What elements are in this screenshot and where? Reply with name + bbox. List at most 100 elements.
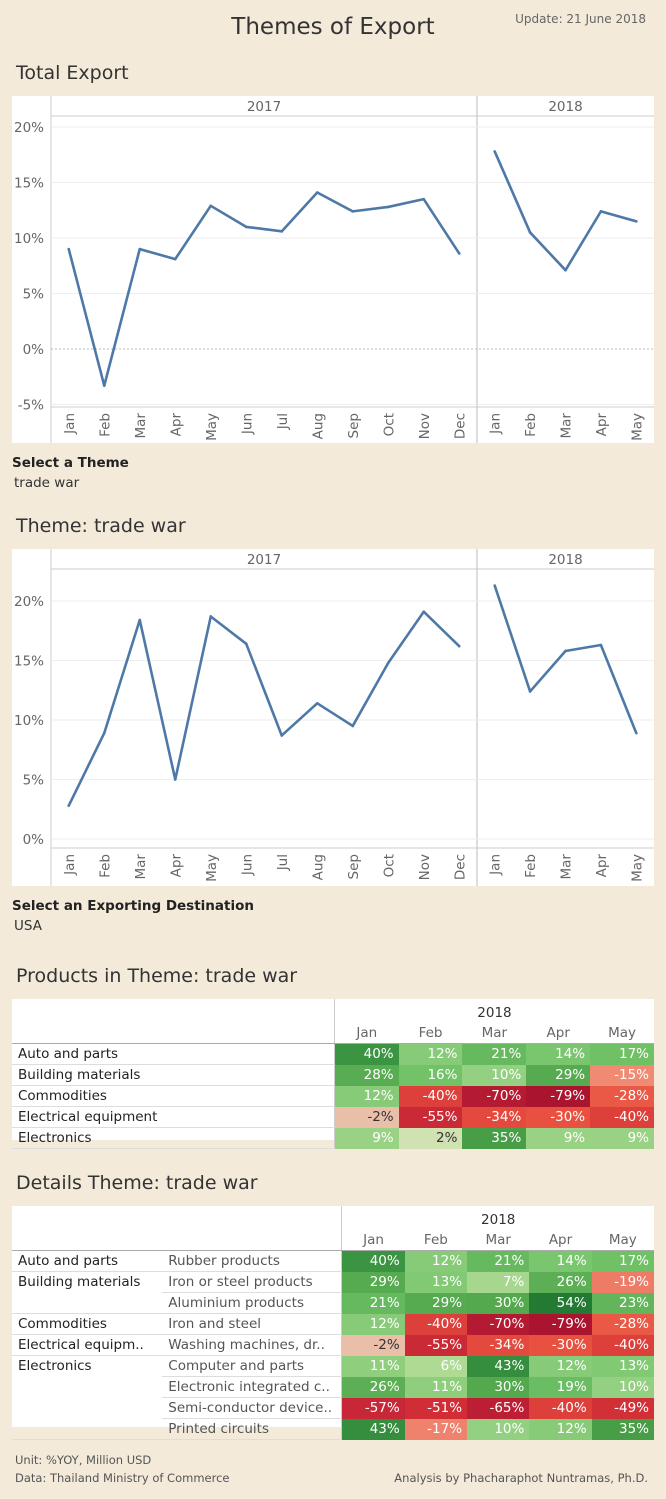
heat-cell: -40% (404, 1313, 468, 1335)
row-category: Electrical equipment (12, 1106, 335, 1128)
data-point (173, 257, 177, 261)
heat-cell: -70% (462, 1085, 527, 1107)
data-point (422, 197, 426, 201)
table-row: Auto and parts 40% 12% 21% 14% 17% (12, 1043, 654, 1065)
heat-cell: 11% (341, 1355, 405, 1377)
heat-cell: 10% (462, 1064, 527, 1086)
data-point (635, 731, 638, 735)
products-heatmap: 2018 Jan Feb Mar Apr May Auto and parts 40% 12% 2… (12, 999, 654, 1149)
data-point (138, 247, 142, 251)
heat-cell: -40% (591, 1334, 654, 1356)
heat-cell: -30% (526, 1106, 591, 1128)
x-tick-label: May (204, 854, 220, 882)
heat-cell: -30% (529, 1334, 592, 1356)
data-point (102, 384, 106, 387)
total-export-heading: Total Export (16, 62, 129, 84)
table-row: Auto and parts Rubber products 40% 12% 21% 14… (12, 1250, 654, 1272)
heat-cell: 40% (334, 1043, 399, 1065)
theme-select-value[interactable]: trade war (14, 475, 80, 491)
heat-cell: 10% (467, 1418, 530, 1440)
y-tick-label: 5% (23, 287, 45, 303)
heat-cell: -28% (590, 1085, 654, 1107)
destination-select-value[interactable]: USA (14, 918, 42, 934)
total-export-chart: 20% 15% 10% 5% 0% -5% 2017 Jan Feb Mar Apr May Jun Ju… (12, 96, 654, 443)
month-blank (12, 1023, 335, 1044)
data-point (102, 731, 106, 735)
heat-cell: -55% (398, 1106, 463, 1128)
heat-cell: 16% (398, 1064, 463, 1086)
x-tick-label: Oct (381, 413, 397, 436)
data-point (564, 268, 567, 272)
data-point (635, 220, 638, 223)
unit-note: Unit: %YOY, Million USD (15, 1453, 152, 1467)
month-row: Jan Feb Mar Apr May (12, 1023, 654, 1044)
data-point (209, 615, 213, 618)
heat-cell: -65% (467, 1397, 530, 1419)
table-row: Electronic integrated c.. 26% 11% 30% 19% 10% (12, 1376, 654, 1398)
heat-cell: 12% (529, 1355, 592, 1377)
x-tick-label: Feb (523, 413, 539, 437)
data-point (280, 734, 284, 737)
row-product: Rubber products (162, 1250, 343, 1272)
table-row: Electrical equipm.. Washing machines, dr.… (12, 1334, 654, 1356)
row-product: Electronic integrated c.. (162, 1376, 343, 1398)
y-tick-label: 15% (14, 654, 44, 670)
x-tick-label: Mar (559, 854, 575, 880)
row-category (12, 1398, 162, 1419)
heat-cell: 10% (591, 1376, 654, 1398)
y-tick-label: 15% (14, 176, 44, 192)
heat-cell: -57% (341, 1397, 405, 1419)
x-tick-label: Jul (275, 413, 291, 430)
data-point (315, 191, 319, 194)
x-tick-label: Dec (452, 854, 468, 880)
x-tick-label: Aug (310, 413, 326, 439)
heat-cell: 43% (341, 1418, 405, 1440)
x-tick-label: Nov (417, 854, 433, 880)
heat-cell: 29% (526, 1064, 591, 1086)
heat-cell: 9% (334, 1127, 399, 1149)
data-point (67, 804, 71, 807)
theme-chart-heading: Theme: trade war (16, 515, 186, 537)
x-tick-label: May (629, 413, 645, 441)
heat-cell: 14% (529, 1250, 592, 1272)
heat-cell: 12% (404, 1250, 468, 1272)
heat-cell: 2% (398, 1127, 463, 1149)
table-row: Building materials Iron or steel products… (12, 1271, 654, 1293)
month-header: Apr (529, 1230, 592, 1251)
month-row: Jan Feb Mar Apr May (12, 1230, 654, 1251)
heat-cell: 12% (529, 1418, 592, 1440)
heat-cell: 26% (341, 1376, 405, 1398)
row-product: Printed circuits (162, 1418, 343, 1440)
heat-cell: 35% (591, 1418, 654, 1440)
year-header: 2018 (548, 99, 582, 115)
series-line-2017 (67, 610, 461, 807)
data-point (422, 610, 426, 614)
row-product: Iron or steel products (162, 1271, 343, 1293)
heat-cell: -40% (590, 1106, 654, 1128)
row-product: Computer and parts (162, 1355, 343, 1377)
row-category: Building materials (12, 1064, 335, 1086)
x-tick-label: Sep (346, 854, 362, 879)
heat-cell: 29% (404, 1292, 468, 1314)
heat-cell: 28% (334, 1064, 399, 1086)
month-header: May (590, 1023, 654, 1044)
heat-cell: 14% (526, 1043, 591, 1065)
data-point (599, 643, 603, 647)
x-tick-label: Aug (310, 854, 326, 880)
products-heading: Products in Theme: trade war (16, 965, 298, 987)
table-row: Aluminium products 21% 29% 30% 54% 23% (12, 1292, 654, 1314)
heat-cell: 23% (591, 1292, 654, 1314)
heat-cell: -40% (529, 1397, 592, 1419)
heat-cell: 43% (467, 1355, 530, 1377)
header-blank (12, 999, 335, 1023)
details-table-panel: 2018 Jan Feb Mar Apr May Auto and parts Rubber … (12, 1206, 654, 1440)
data-point (351, 724, 355, 728)
data-point (209, 204, 213, 208)
x-tick-label: May (629, 854, 645, 882)
heat-cell: 9% (590, 1127, 654, 1149)
y-tick-label: 10% (14, 231, 44, 247)
row-category: Commodities (12, 1085, 335, 1107)
heat-cell: 13% (591, 1355, 654, 1377)
y-tick-label: -5% (18, 398, 44, 414)
year-header: 2017 (247, 552, 281, 568)
